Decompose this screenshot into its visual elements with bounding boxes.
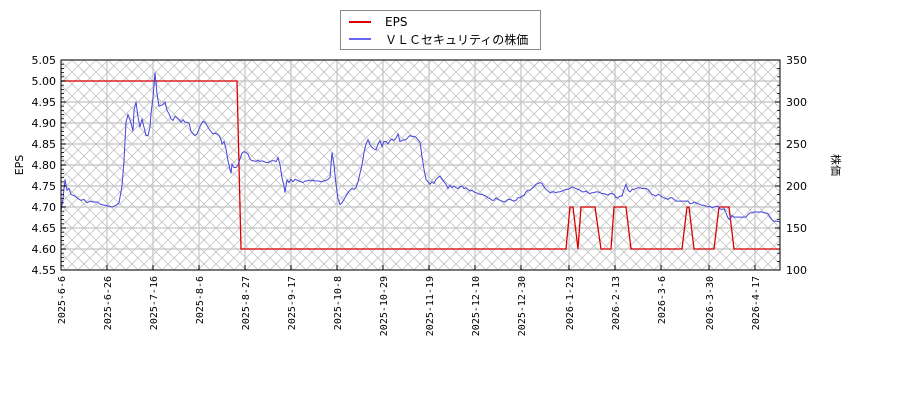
left-tick-label: 4.70 <box>32 201 57 214</box>
left-tick-label: 4.75 <box>32 180 57 193</box>
right-axis-label: 株価 <box>829 154 843 176</box>
x-tick-label: 2025-7-16 <box>149 276 160 330</box>
left-axis-label: EPS <box>13 155 26 176</box>
x-tick-label: 2025-10-29 <box>379 276 390 336</box>
eps-line <box>61 80 780 250</box>
x-tick-label: 2025-8-27 <box>241 276 252 330</box>
x-tick-label: 2025-6-6 <box>57 276 68 324</box>
left-tick-label: 5.05 <box>32 54 57 67</box>
x-tick-label: 2025-6-26 <box>103 276 114 330</box>
x-tick-label: 2026-2-13 <box>611 276 622 330</box>
series-lines <box>60 72 781 250</box>
left-tick-label: 4.80 <box>32 159 57 172</box>
legend-label-stock-price: ＶＬＣセキュリティの株価 <box>385 32 529 47</box>
left-tick-label: 4.90 <box>32 117 57 130</box>
x-tick-label: 2025-12-10 <box>471 276 482 336</box>
x-tick-label: 2025-9-17 <box>287 276 298 330</box>
x-tick-label: 2026-3-30 <box>705 276 716 330</box>
left-tick-label: 4.65 <box>32 222 57 235</box>
left-tick-label: 4.55 <box>32 264 57 277</box>
x-tick-label: 2025-11-19 <box>425 276 436 336</box>
legend-swatch-eps <box>349 21 371 23</box>
left-tick-label: 4.60 <box>32 243 57 256</box>
x-tick-label: 2025-10-8 <box>333 276 344 330</box>
x-tick-label: 2026-1-23 <box>565 276 576 330</box>
legend-item-stock-price: ＶＬＣセキュリティの株価 <box>349 31 528 47</box>
stock-price-line <box>60 72 781 223</box>
right-tick-label: 350 <box>786 54 807 67</box>
right-tick-label: 150 <box>786 222 807 235</box>
chart-legend: EPS ＶＬＣセキュリティの株価 <box>340 10 541 50</box>
x-axis: 2025-6-6 2025-6-26 2025-7-16 2025-8-6 2025-8… <box>57 265 762 336</box>
left-tick-label: 4.95 <box>32 96 57 109</box>
left-axis: 4.55 4.60 4.65 4.70 4.75 4.80 4.85 4.90 4.95 5.00… <box>32 54 66 277</box>
left-tick-label: 5.00 <box>32 75 57 88</box>
right-axis: 100 150 200 250 300 350 <box>775 54 807 277</box>
legend-item-eps: EPS <box>349 14 407 30</box>
left-tick-label: 4.85 <box>32 138 57 151</box>
x-tick-label: 2026-3-6 <box>657 276 668 324</box>
right-tick-label: 300 <box>786 96 807 109</box>
right-tick-label: 200 <box>786 180 807 193</box>
x-tick-label: 2025-12-30 <box>517 276 528 336</box>
x-tick-label: 2025-8-6 <box>195 276 206 324</box>
legend-swatch-stock-price <box>349 38 371 40</box>
right-tick-label: 100 <box>786 264 807 277</box>
right-tick-label: 250 <box>786 138 807 151</box>
x-tick-label: 2026-4-17 <box>751 276 762 330</box>
legend-label-eps: EPS <box>385 15 408 29</box>
